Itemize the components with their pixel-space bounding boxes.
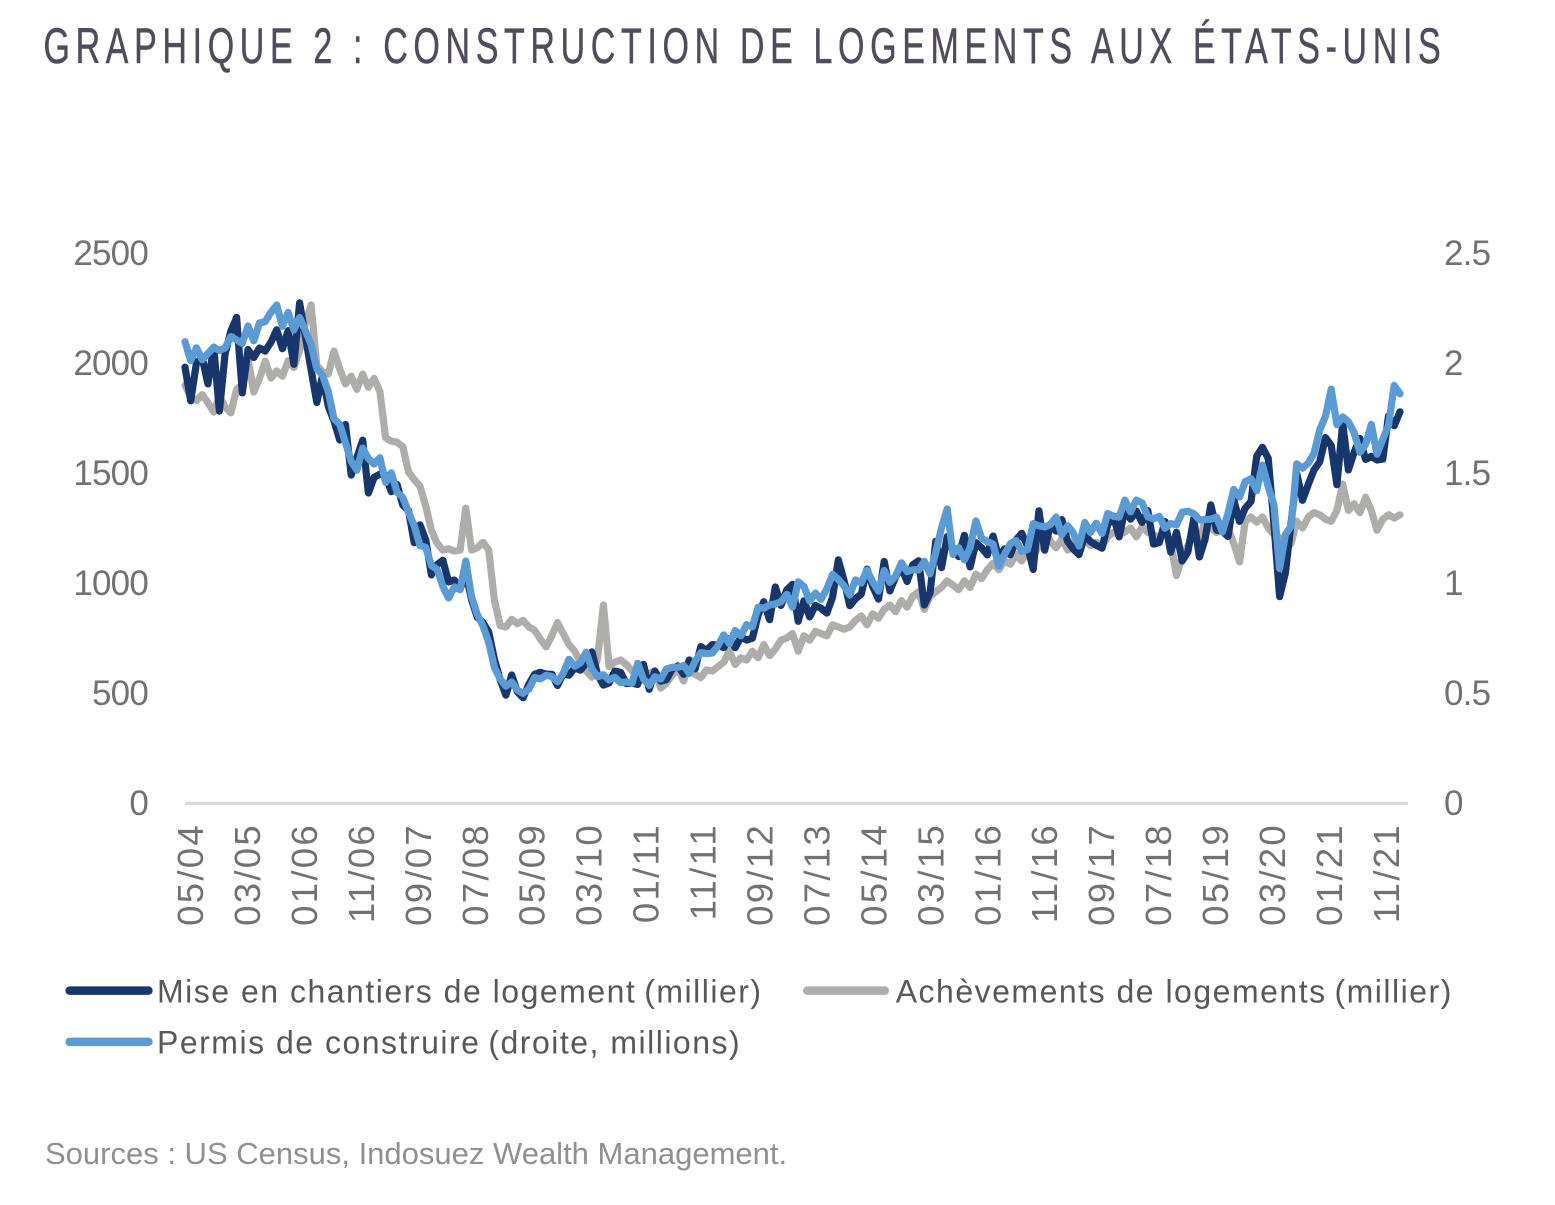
svg-text:0: 0 (129, 784, 148, 823)
svg-text:07/18: 07/18 (1138, 823, 1179, 926)
svg-text:09/07: 09/07 (398, 823, 439, 926)
svg-text:01/11: 01/11 (626, 823, 667, 923)
svg-text:2.5: 2.5 (1444, 234, 1490, 273)
svg-text:GRAPHIQUE 2 : CONSTRUCTION DE: GRAPHIQUE 2 : CONSTRUCTION DE LOGEMENTS … (44, 19, 1447, 75)
svg-text:1000: 1000 (73, 564, 148, 603)
svg-text:03/20: 03/20 (1252, 823, 1293, 926)
svg-text:Permis de construire (droite,: Permis de construire (droite, millions) (157, 1025, 741, 1061)
svg-text:09/12: 09/12 (740, 823, 781, 926)
svg-text:Sources : US Census, Indosuez: Sources : US Census, Indosuez Wealth Man… (45, 1136, 787, 1171)
svg-text:05/09: 05/09 (512, 823, 553, 926)
svg-text:01/16: 01/16 (967, 823, 1008, 926)
svg-text:05/14: 05/14 (853, 823, 894, 926)
svg-text:Mise en chantiers de logement: Mise en chantiers de logement (millier) (157, 974, 763, 1010)
svg-text:0.5: 0.5 (1444, 674, 1490, 713)
svg-text:11/06: 11/06 (341, 823, 382, 923)
svg-text:03/05: 03/05 (227, 823, 268, 926)
svg-text:09/17: 09/17 (1081, 823, 1122, 926)
svg-text:1.5: 1.5 (1444, 454, 1490, 493)
svg-text:11/21: 11/21 (1366, 823, 1407, 923)
svg-text:05/19: 05/19 (1195, 823, 1236, 926)
svg-text:500: 500 (92, 674, 148, 713)
svg-text:05/04: 05/04 (170, 823, 211, 926)
svg-text:2000: 2000 (73, 344, 148, 383)
svg-text:01/06: 01/06 (284, 823, 325, 926)
svg-text:11/16: 11/16 (1024, 823, 1065, 923)
svg-text:01/21: 01/21 (1309, 823, 1350, 926)
svg-text:11/11: 11/11 (683, 823, 724, 920)
svg-text:Achèvements de logements (mill: Achèvements de logements (millier) (896, 974, 1453, 1010)
svg-text:03/10: 03/10 (569, 823, 610, 926)
svg-text:07/13: 07/13 (797, 823, 838, 926)
svg-text:1: 1 (1444, 564, 1463, 603)
svg-text:2: 2 (1444, 344, 1463, 383)
svg-text:0: 0 (1444, 784, 1463, 823)
svg-text:1500: 1500 (73, 454, 148, 493)
svg-text:2500: 2500 (73, 234, 148, 273)
svg-text:03/15: 03/15 (910, 823, 951, 926)
svg-text:07/08: 07/08 (455, 823, 496, 926)
